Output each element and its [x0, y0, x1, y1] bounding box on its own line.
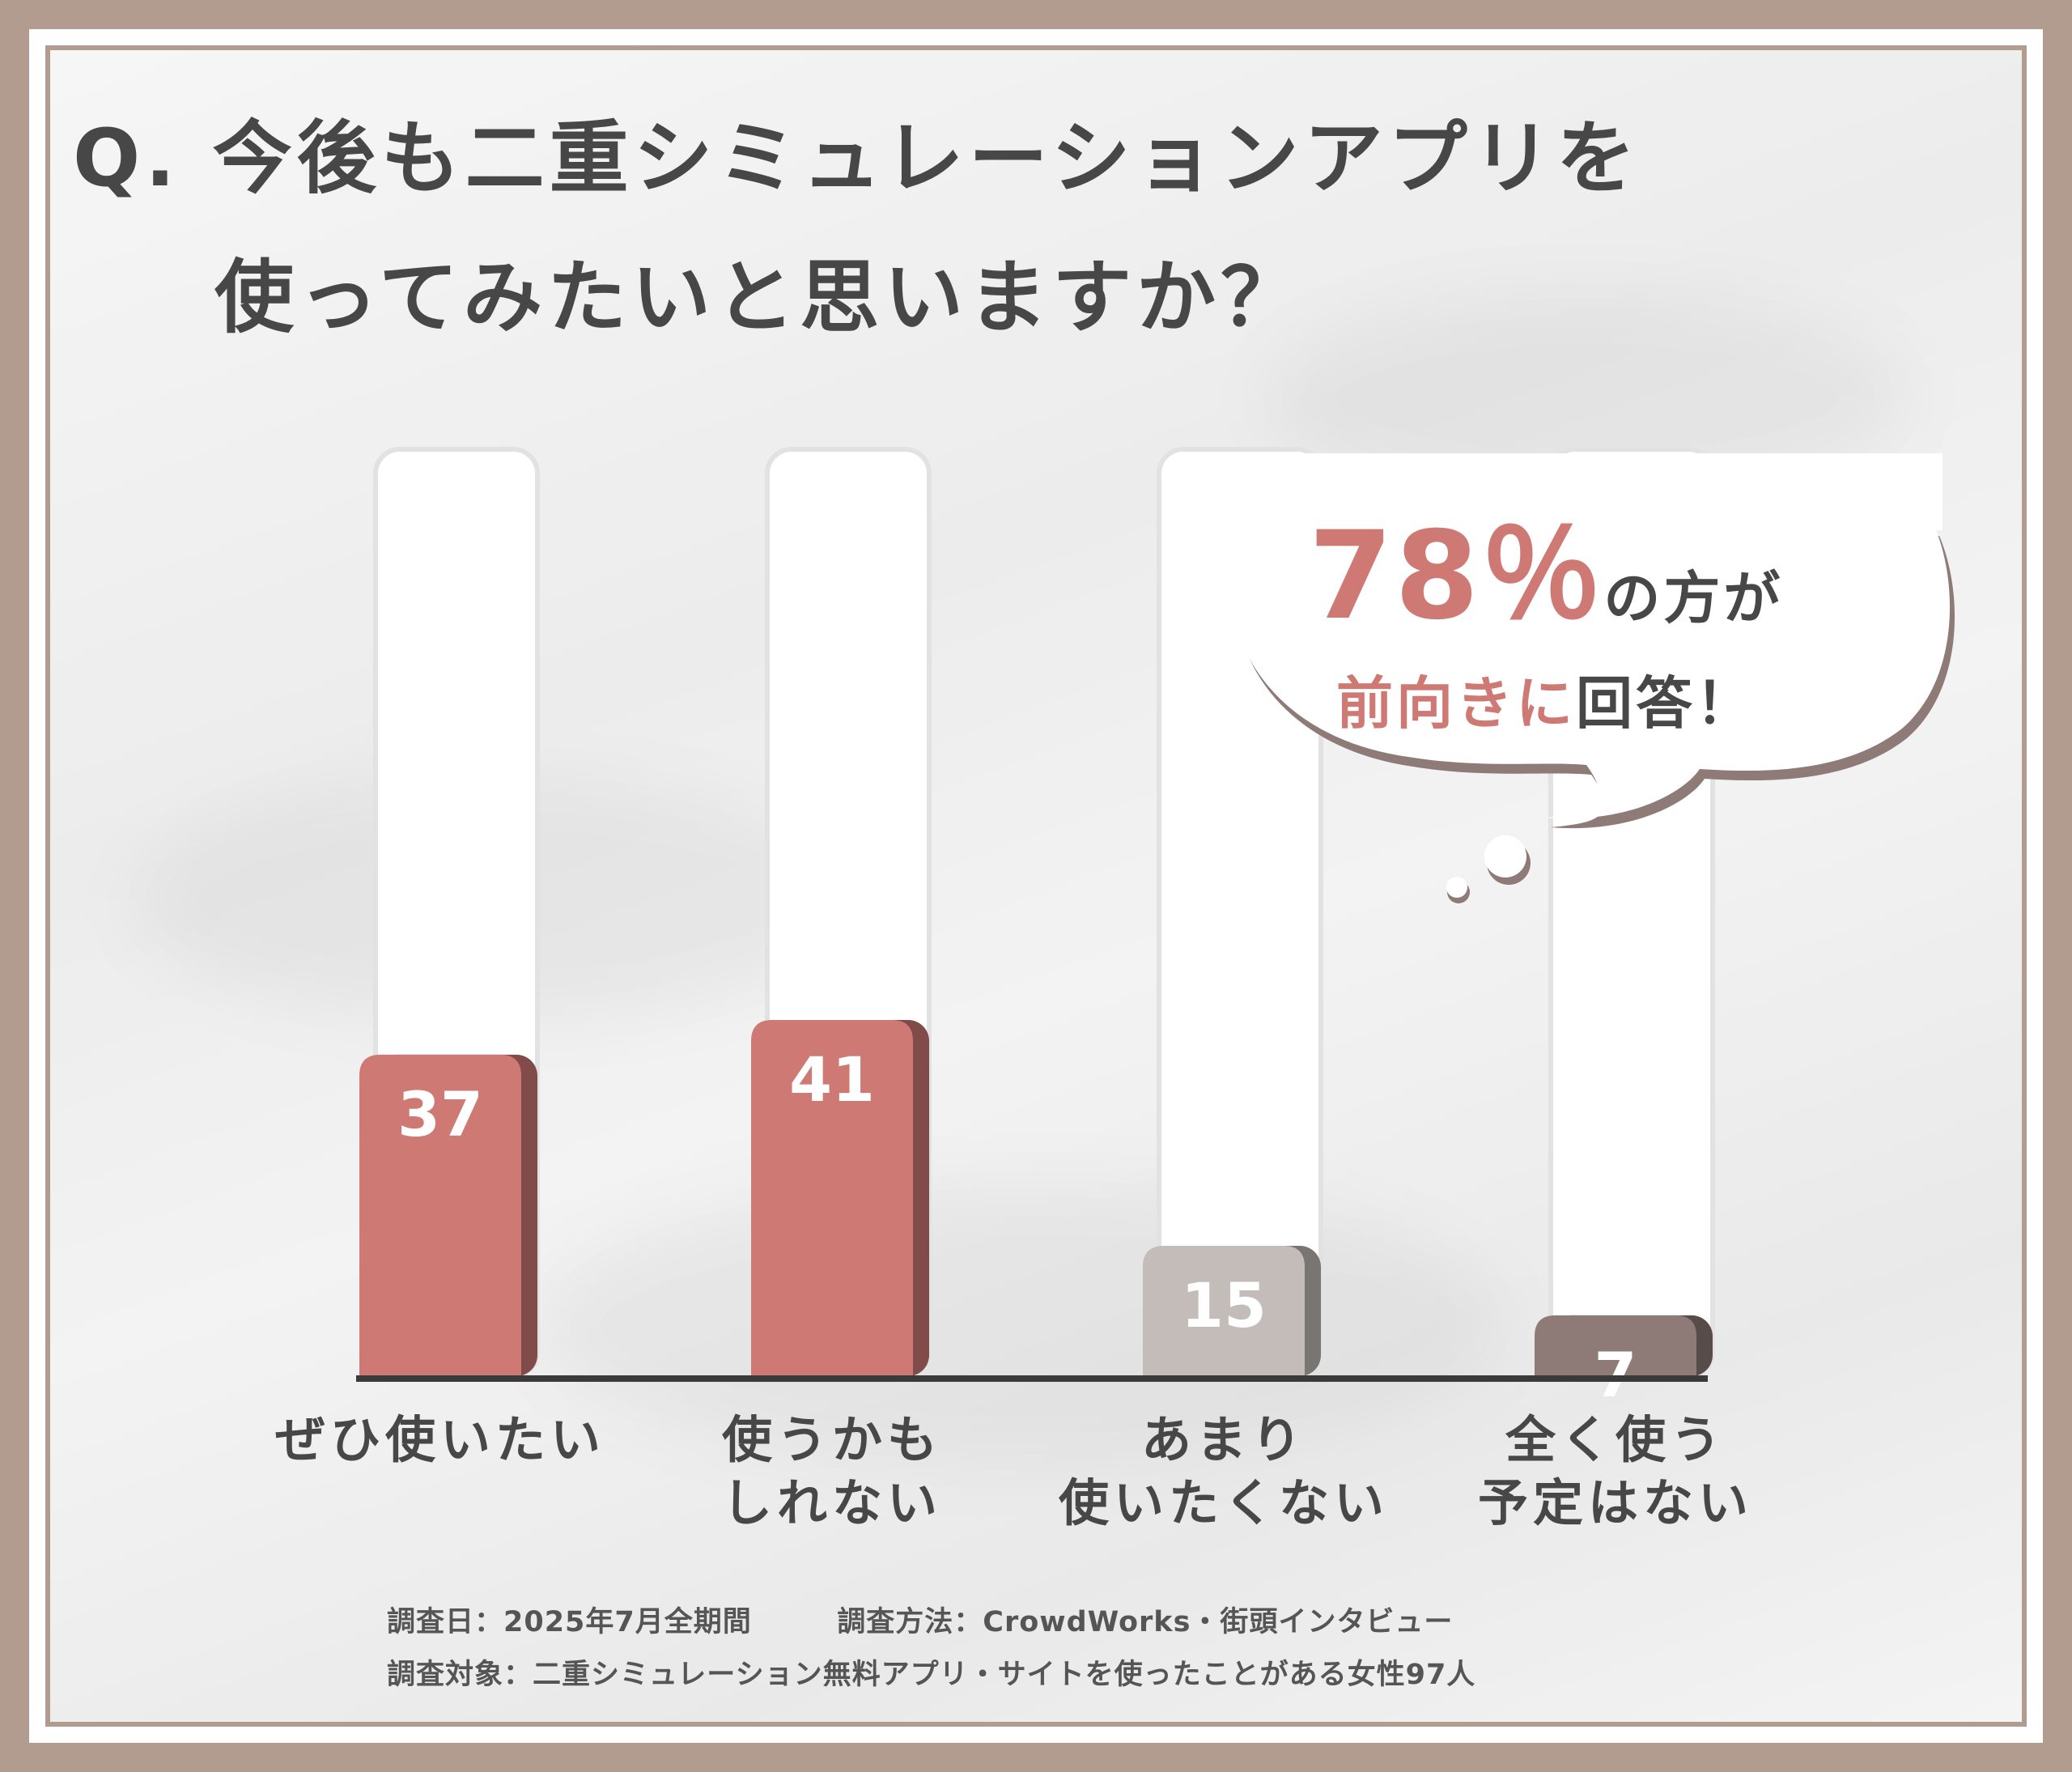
survey-method: 調査方法：CrowdWorks・街頭インタビュー	[837, 1606, 1454, 1638]
title-line-2: 使ってみたいと思いますか？	[214, 252, 1306, 344]
bubble-line1-rest: の方が	[1603, 565, 1784, 631]
footer-line-2: 調査対象：二重シミュレーション無料アプリ・サイトを使ったことがある女性97人	[387, 1659, 1476, 1691]
bar	[1143, 1246, 1305, 1376]
bubble-text: 78％の方が 前向きに回答！	[1182, 478, 1910, 740]
speech-bubble-body	[1229, 526, 1951, 819]
bars: 37 41 15 7	[359, 1020, 1713, 1411]
speech-bubble	[1214, 453, 1955, 903]
bubble-percent: 78％	[1308, 506, 1604, 647]
category-label: 全く使う 予定はない	[1477, 1410, 1753, 1532]
survey-date: 調査日：2025年7月全期間	[387, 1606, 752, 1638]
footer-line-1: 調査日：2025年7月全期間 調査方法：CrowdWorks・街頭インタビュー	[387, 1599, 1453, 1640]
bar-value-label: 15	[1181, 1269, 1267, 1341]
chart-title: Q. 今後も二重シミュレーションアプリを 使ってみたいと思いますか？	[73, 89, 1641, 368]
background-shade	[536, 1183, 1507, 1467]
bubble-accent: 前向きに	[1336, 670, 1576, 737]
bubble-line-2: 前向きに回答！	[1182, 658, 1910, 740]
category-label: 使うかも しれない	[721, 1410, 942, 1532]
category-label: ぜひ使いたい	[274, 1410, 605, 1469]
bar-value-label: 37	[397, 1078, 483, 1150]
thought-dot-small	[1446, 877, 1467, 898]
bar	[1535, 1315, 1696, 1376]
bar	[751, 1020, 913, 1376]
title-line-1: Q. 今後も二重シミュレーションアプリを	[73, 113, 1641, 205]
bubble-line2-rest: 回答！	[1576, 670, 1756, 737]
bar-value-label: 7	[1594, 1339, 1637, 1411]
thought-dot-large	[1484, 835, 1526, 878]
bar-value-label: 41	[789, 1043, 875, 1115]
bubble-line-1: 78％の方が	[1182, 478, 1910, 653]
speech-bubble-top	[1214, 453, 1942, 530]
category-label: あまり 使いたくない	[1058, 1410, 1389, 1532]
bar	[359, 1054, 521, 1376]
